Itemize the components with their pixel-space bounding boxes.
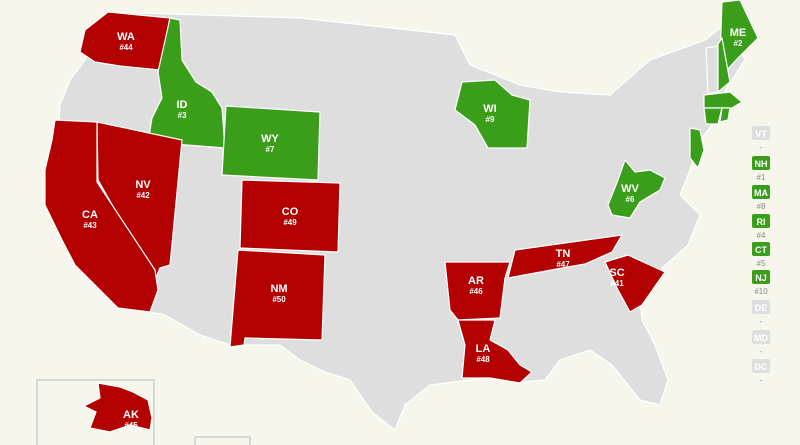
svg-text:MD: MD bbox=[754, 333, 768, 343]
svg-text:-: - bbox=[760, 347, 763, 356]
svg-text:TN: TN bbox=[556, 248, 571, 260]
svg-text:CO: CO bbox=[282, 206, 299, 218]
svg-text:CT: CT bbox=[755, 245, 767, 255]
svg-text:-: - bbox=[760, 143, 763, 152]
label-la: LA#48 bbox=[476, 343, 491, 364]
state-ct-shape[interactable] bbox=[703, 107, 723, 125]
svg-text:AK: AK bbox=[123, 409, 139, 421]
small-state-list: VT - NH #1 MA #8 RI #4 CT #5 NJ #10 DE - MD - DC… bbox=[752, 126, 770, 385]
svg-text:#49: #49 bbox=[283, 218, 297, 227]
side-item-ri[interactable]: RI #4 bbox=[752, 214, 770, 240]
svg-text:DC: DC bbox=[755, 362, 768, 372]
svg-text:NM: NM bbox=[270, 283, 287, 295]
svg-text:WA: WA bbox=[117, 31, 135, 43]
svg-text:VT: VT bbox=[755, 129, 767, 139]
svg-text:#2: #2 bbox=[734, 39, 743, 48]
side-item-nh[interactable]: NH #1 bbox=[752, 156, 770, 182]
state-nh-shape[interactable] bbox=[717, 37, 731, 93]
svg-text:#47: #47 bbox=[556, 260, 570, 269]
side-item-ma[interactable]: MA #8 bbox=[752, 185, 770, 211]
svg-text:NV: NV bbox=[135, 179, 151, 191]
label-wi: WI#9 bbox=[483, 103, 496, 124]
svg-text:SC: SC bbox=[609, 267, 624, 279]
svg-text:#6: #6 bbox=[626, 195, 635, 204]
svg-text:LA: LA bbox=[476, 343, 491, 355]
state-ri-shape[interactable] bbox=[719, 107, 731, 123]
side-item-md[interactable]: MD - bbox=[752, 330, 770, 356]
label-ak: AK#45 bbox=[123, 409, 139, 430]
state-ar[interactable] bbox=[444, 261, 511, 321]
svg-text:DE: DE bbox=[755, 303, 768, 313]
side-item-vt[interactable]: VT - bbox=[752, 126, 770, 152]
hawaii-inset-frame bbox=[194, 436, 251, 445]
svg-text:#46: #46 bbox=[469, 287, 483, 296]
svg-text:WI: WI bbox=[483, 103, 496, 115]
label-me: ME#2 bbox=[730, 27, 747, 48]
svg-text:RI: RI bbox=[757, 217, 766, 227]
svg-text:#44: #44 bbox=[119, 43, 133, 52]
state-id[interactable] bbox=[147, 17, 226, 149]
state-nj-shape[interactable] bbox=[689, 127, 705, 169]
state-co[interactable] bbox=[239, 179, 341, 253]
label-ca: CA#43 bbox=[82, 209, 98, 230]
svg-text:#8: #8 bbox=[757, 202, 766, 211]
side-item-de[interactable]: DE - bbox=[752, 300, 770, 326]
state-tn[interactable] bbox=[507, 234, 623, 279]
svg-text:#42: #42 bbox=[136, 191, 150, 200]
alaska-inset-frame bbox=[36, 379, 155, 445]
label-wv: WV#6 bbox=[621, 183, 639, 204]
svg-text:AR: AR bbox=[468, 275, 484, 287]
state-labels: WA#44 ID#3 WY#7 NV#42 CA#43 CO#49 NM#50 … bbox=[82, 27, 746, 430]
svg-text:#41: #41 bbox=[610, 279, 624, 288]
label-wy: WY#7 bbox=[261, 133, 279, 154]
label-nm: NM#50 bbox=[270, 283, 287, 304]
svg-text:CA: CA bbox=[82, 209, 98, 221]
svg-text:NH: NH bbox=[755, 159, 768, 169]
state-nv[interactable] bbox=[96, 121, 183, 281]
svg-text:#43: #43 bbox=[83, 221, 97, 230]
state-ma-shape[interactable] bbox=[703, 91, 743, 109]
state-wv[interactable] bbox=[607, 159, 666, 219]
state-wy[interactable] bbox=[221, 105, 321, 181]
label-nv: NV#42 bbox=[135, 179, 151, 200]
svg-text:#4: #4 bbox=[757, 231, 766, 240]
side-item-nj[interactable]: NJ #10 bbox=[752, 270, 770, 296]
svg-text:#5: #5 bbox=[757, 259, 766, 268]
state-nm[interactable] bbox=[229, 249, 326, 348]
label-tn: TN#47 bbox=[556, 248, 571, 269]
svg-text:WY: WY bbox=[261, 133, 279, 145]
label-id: ID#3 bbox=[177, 99, 188, 120]
state-vt-shape[interactable] bbox=[705, 45, 719, 95]
svg-text:MA: MA bbox=[754, 188, 768, 198]
svg-text:#50: #50 bbox=[272, 295, 286, 304]
label-ar: AR#46 bbox=[468, 275, 484, 296]
state-sc[interactable] bbox=[604, 254, 666, 313]
state-wi[interactable] bbox=[454, 79, 531, 149]
side-item-dc[interactable]: DC - bbox=[752, 359, 770, 385]
svg-text:ID: ID bbox=[177, 99, 188, 111]
svg-text:#9: #9 bbox=[486, 115, 495, 124]
state-la[interactable] bbox=[457, 319, 533, 384]
state-ak[interactable] bbox=[83, 382, 153, 433]
svg-text:NJ: NJ bbox=[755, 273, 767, 283]
svg-text:#48: #48 bbox=[476, 355, 490, 364]
svg-text:#7: #7 bbox=[266, 145, 275, 154]
label-wa: WA#44 bbox=[117, 31, 135, 52]
svg-text:#1: #1 bbox=[757, 173, 766, 182]
svg-text:#3: #3 bbox=[178, 111, 187, 120]
svg-text:#45: #45 bbox=[124, 421, 138, 430]
svg-text:ME: ME bbox=[730, 27, 747, 39]
svg-text:-: - bbox=[760, 317, 763, 326]
side-item-ct[interactable]: CT #5 bbox=[752, 242, 770, 268]
state-ca[interactable] bbox=[44, 119, 159, 313]
svg-text:#10: #10 bbox=[754, 287, 768, 296]
svg-text:-: - bbox=[760, 376, 763, 385]
svg-text:WV: WV bbox=[621, 183, 639, 195]
label-co: CO#49 bbox=[282, 206, 299, 227]
label-sc: SC#41 bbox=[609, 267, 624, 288]
